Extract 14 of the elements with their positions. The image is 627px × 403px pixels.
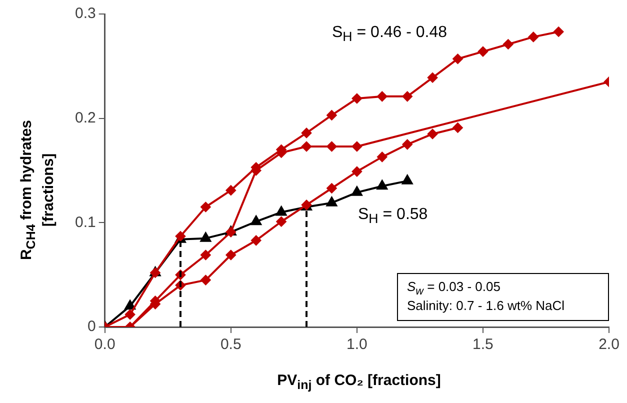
annotation: Salinity: 0.7 - 1.6 wt% NaCl xyxy=(407,298,565,313)
y-tick-label: 0 xyxy=(88,318,96,336)
x-tick-label: 0.0 xyxy=(94,336,116,354)
annotation: S$_{H}$ = 0.58 xyxy=(358,206,428,226)
x-axis-title: PV$_{inj}$ of CO₂ [fractions] xyxy=(276,372,442,392)
x-tick-label: 1.0 xyxy=(346,336,368,354)
x-tick-label: 0.5 xyxy=(220,336,242,354)
y-tick-label: 0.3 xyxy=(74,5,96,22)
x-tick-label: 2.0 xyxy=(598,336,620,354)
y-tick-label: 0.2 xyxy=(74,109,96,126)
x-tick-label: 1.5 xyxy=(472,336,494,354)
annotation: S$_{H}$ = 0.46 - 0.48 xyxy=(332,24,448,44)
annotation: S$_{w}$ = 0.03 - 0.05 xyxy=(407,279,500,298)
y-tick-label: 0.1 xyxy=(74,214,96,231)
